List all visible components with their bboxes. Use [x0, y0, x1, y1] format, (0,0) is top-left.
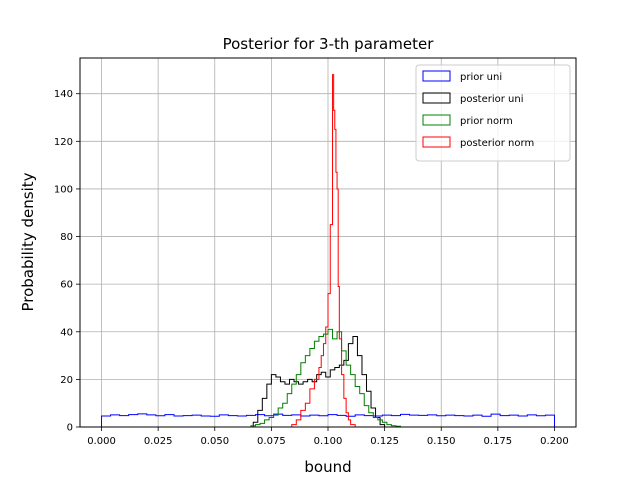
y-tick-label: 60	[60, 280, 73, 291]
legend-swatch	[422, 70, 451, 82]
y-tick-label: 140	[54, 89, 73, 100]
axis-ticks: 0.000 0.025 0.050 0.075 0.100 0.125 0.150 0.175…	[54, 89, 569, 447]
y-tick-label: 20	[60, 375, 73, 386]
y-axis-label: Probability density	[19, 172, 37, 311]
x-tick-label: 0.025	[144, 436, 173, 447]
legend: prior uni posterior uni prior norm posterio…	[415, 64, 571, 162]
y-tick-label: 40	[60, 327, 73, 338]
legend-swatch	[422, 114, 451, 126]
legend-box	[415, 64, 571, 162]
y-tick-label: 0	[67, 423, 73, 434]
x-tick-label: 0.075	[257, 436, 286, 447]
legend-swatch	[422, 136, 451, 148]
x-tick-label: 0.000	[87, 436, 116, 447]
x-tick-label: 0.200	[540, 436, 569, 447]
histogram-prior-uni	[101, 413, 555, 427]
plot-area	[101, 74, 555, 427]
y-tick-label: 120	[54, 137, 73, 148]
y-tick-label: 100	[54, 184, 73, 195]
x-tick-label: 0.050	[200, 436, 229, 447]
x-tick-label: 0.100	[314, 436, 343, 447]
legend-label: posterior norm	[460, 138, 534, 149]
histogram-posterior-norm	[291, 74, 356, 427]
x-axis-label: bound	[304, 458, 351, 476]
legend-label: prior norm	[460, 116, 513, 127]
chart-title: Posterior for 3-th parameter	[223, 35, 435, 53]
x-tick-label: 0.175	[484, 436, 513, 447]
x-tick-label: 0.125	[370, 436, 399, 447]
y-tick-label: 80	[60, 232, 73, 243]
legend-label: posterior uni	[460, 94, 524, 105]
legend-label: prior uni	[460, 72, 502, 83]
x-tick-label: 0.150	[427, 436, 456, 447]
legend-swatch	[422, 92, 451, 104]
